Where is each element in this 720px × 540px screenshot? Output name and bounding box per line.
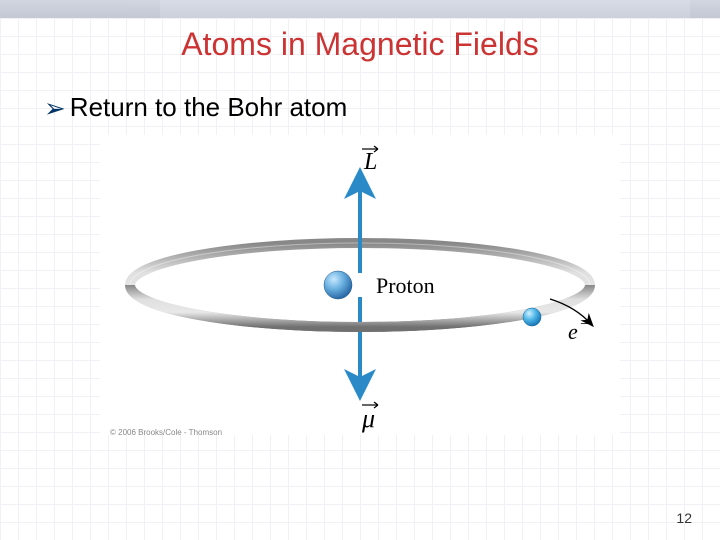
L-vector-label: L: [362, 146, 378, 175]
slide-title: Atoms in Magnetic Fields: [0, 26, 720, 63]
svg-text:L: L: [363, 149, 377, 175]
svg-text:−: −: [580, 316, 589, 333]
figure-copyright: © 2006 Brooks/Cole - Thomson: [110, 428, 222, 437]
proton-sphere: [324, 271, 352, 299]
svg-text:e: e: [568, 319, 578, 344]
bullet-row: ➢ Return to the Bohr atom: [44, 92, 347, 123]
bullet-arrow-icon: ➢: [44, 95, 66, 121]
svg-text:μ: μ: [361, 404, 375, 433]
figure-bg: [100, 135, 620, 435]
bohr-atom-figure: L μ Proton e −: [100, 135, 620, 435]
electron-sphere: [523, 308, 541, 326]
page-number: 12: [676, 510, 692, 526]
bullet-text: Return to the Bohr atom: [70, 92, 347, 123]
proton-label: Proton: [376, 273, 435, 298]
slide-top-bar-inner: [160, 0, 690, 18]
